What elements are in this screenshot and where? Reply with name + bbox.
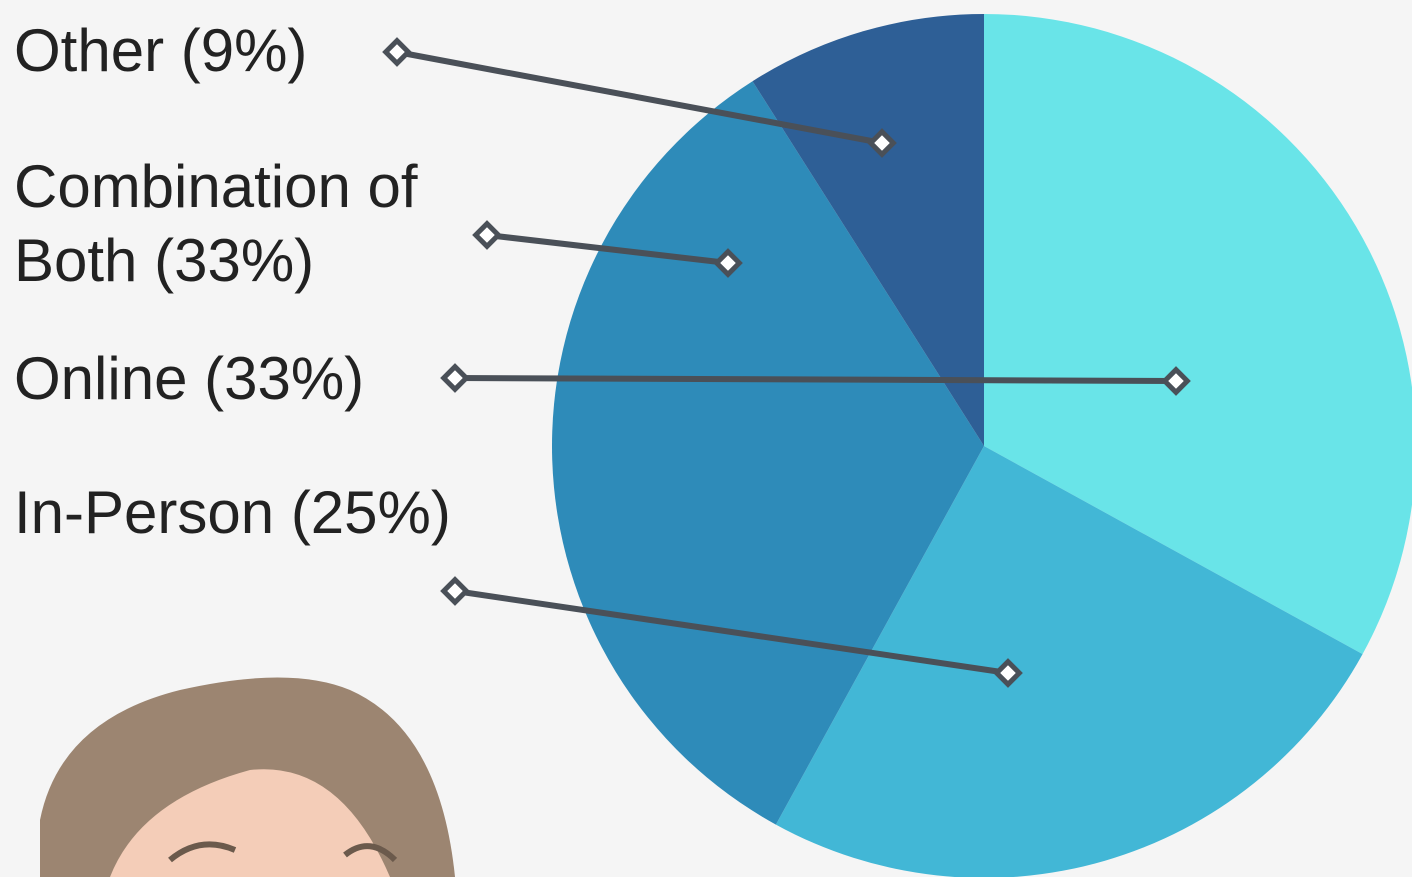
slice-label: Online (33%) <box>14 342 364 416</box>
pie-slice <box>984 14 1412 655</box>
label-text: (25%) <box>290 479 451 546</box>
leader-dot <box>382 37 412 67</box>
leaders <box>382 37 1191 688</box>
leader-line <box>454 375 1177 384</box>
pie-slice <box>775 446 1363 877</box>
label-text: Other <box>14 17 165 84</box>
illustration <box>40 677 455 877</box>
leader-dot <box>867 128 897 158</box>
slice-label: Other (9%) <box>14 14 307 88</box>
leader-dot <box>993 658 1023 688</box>
leader-line <box>396 49 883 146</box>
leader-dot <box>1161 366 1191 396</box>
slice-label: In-Person (25%) <box>14 476 451 550</box>
pie-slice <box>752 14 984 446</box>
leader-line <box>454 588 1009 676</box>
label-text: (33%) <box>204 345 365 412</box>
label-text: In-Person <box>14 479 275 546</box>
label-text: Combination of Both <box>14 153 418 294</box>
leader-line <box>486 232 729 266</box>
leader-dot <box>472 220 502 250</box>
eyebrow <box>168 841 237 863</box>
pie-slice <box>552 81 984 825</box>
leader-dot <box>440 576 470 606</box>
leader-dot <box>713 248 743 278</box>
leader-dot <box>440 363 470 393</box>
label-text: (33%) <box>154 227 315 294</box>
label-text: (9%) <box>180 17 308 84</box>
slice-label: Combination of Both (33%) <box>14 150 434 298</box>
eyebrow <box>343 843 398 863</box>
label-text: Online <box>14 345 188 412</box>
pie <box>552 14 1412 877</box>
